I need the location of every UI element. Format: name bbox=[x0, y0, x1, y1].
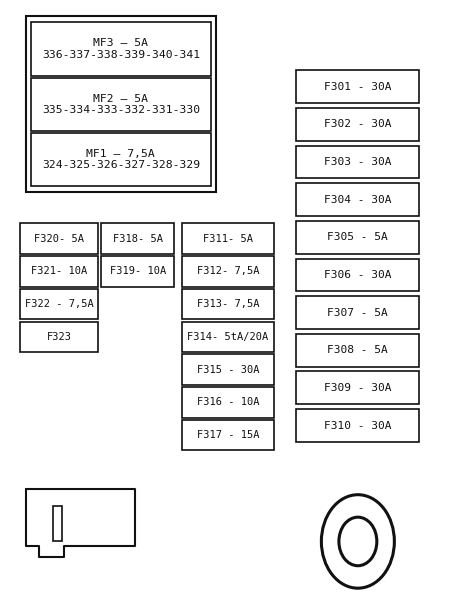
Text: F315 - 30A: F315 - 30A bbox=[197, 365, 259, 375]
Text: F313- 7,5A: F313- 7,5A bbox=[197, 299, 259, 309]
Bar bbox=[296, 259, 419, 291]
Bar bbox=[182, 387, 274, 418]
Bar bbox=[182, 223, 274, 254]
Bar bbox=[296, 221, 419, 254]
Text: MF3 – 5A
336-337-338-339-340-341: MF3 – 5A 336-337-338-339-340-341 bbox=[42, 38, 200, 60]
Text: F302 - 30A: F302 - 30A bbox=[324, 120, 392, 129]
Bar bbox=[182, 322, 274, 352]
Bar bbox=[31, 22, 211, 76]
Text: F301 - 30A: F301 - 30A bbox=[324, 82, 392, 92]
Text: MF1 – 7,5A
324-325-326-327-328-329: MF1 – 7,5A 324-325-326-327-328-329 bbox=[42, 149, 200, 171]
Text: F319- 10A: F319- 10A bbox=[109, 266, 166, 276]
Bar bbox=[296, 70, 419, 103]
Text: F304 - 30A: F304 - 30A bbox=[324, 195, 392, 205]
Bar bbox=[20, 289, 98, 319]
Bar bbox=[20, 223, 98, 254]
Bar bbox=[31, 78, 211, 131]
Circle shape bbox=[321, 495, 394, 588]
Bar bbox=[20, 256, 98, 287]
Text: F308 - 5A: F308 - 5A bbox=[328, 345, 388, 355]
Text: F305 - 5A: F305 - 5A bbox=[328, 232, 388, 242]
Text: F312- 7,5A: F312- 7,5A bbox=[197, 266, 259, 276]
Text: F307 - 5A: F307 - 5A bbox=[328, 308, 388, 317]
Bar bbox=[101, 256, 174, 287]
Bar bbox=[31, 133, 211, 186]
Text: F314- 5tA/20A: F314- 5tA/20A bbox=[187, 332, 268, 342]
Bar bbox=[182, 289, 274, 319]
Bar bbox=[182, 420, 274, 450]
Text: F317 - 15A: F317 - 15A bbox=[197, 430, 259, 440]
Bar bbox=[182, 354, 274, 385]
Bar bbox=[296, 409, 419, 442]
Bar bbox=[296, 108, 419, 141]
Text: F310 - 30A: F310 - 30A bbox=[324, 421, 392, 430]
Text: F316 - 10A: F316 - 10A bbox=[197, 398, 259, 407]
Bar bbox=[296, 334, 419, 367]
Text: F309 - 30A: F309 - 30A bbox=[324, 383, 392, 393]
Bar bbox=[296, 371, 419, 404]
Text: F323: F323 bbox=[46, 332, 72, 342]
Text: F311- 5A: F311- 5A bbox=[203, 234, 253, 243]
Bar bbox=[53, 506, 62, 541]
Bar bbox=[101, 223, 174, 254]
Text: F306 - 30A: F306 - 30A bbox=[324, 270, 392, 280]
Circle shape bbox=[339, 517, 377, 566]
Bar bbox=[296, 183, 419, 216]
Text: F303 - 30A: F303 - 30A bbox=[324, 157, 392, 167]
Bar bbox=[182, 256, 274, 287]
Text: MF2 – 5A
335-334-333-332-331-330: MF2 – 5A 335-334-333-332-331-330 bbox=[42, 93, 200, 115]
Text: F321- 10A: F321- 10A bbox=[31, 266, 87, 276]
Text: F320- 5A: F320- 5A bbox=[34, 234, 84, 243]
Bar bbox=[26, 16, 216, 192]
Text: F318- 5A: F318- 5A bbox=[113, 234, 163, 243]
Bar bbox=[20, 322, 98, 352]
Text: F322 - 7,5A: F322 - 7,5A bbox=[25, 299, 93, 309]
Bar bbox=[296, 296, 419, 329]
Bar bbox=[296, 146, 419, 178]
